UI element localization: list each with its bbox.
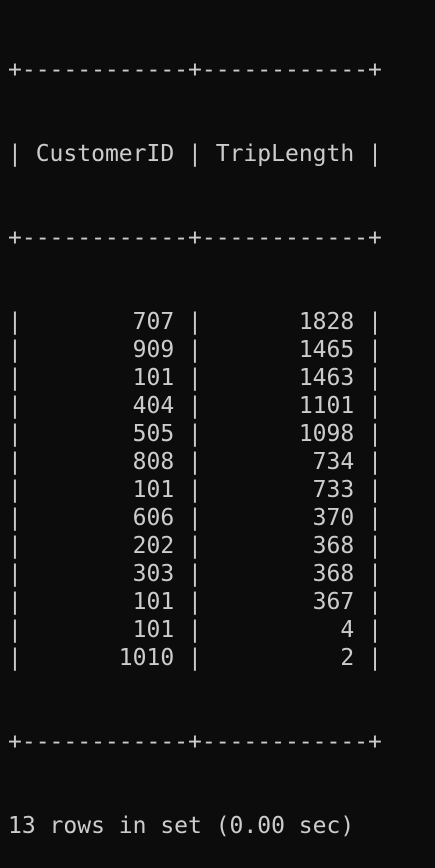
- cell-triplength: 2: [201, 645, 369, 671]
- table-pipe: |: [8, 449, 22, 475]
- cell-triplength: 1098: [201, 421, 369, 447]
- table-pipe: |: [368, 393, 382, 419]
- table-pipe: |: [188, 505, 202, 531]
- table-row: | 101 | 367 |: [8, 588, 382, 616]
- table-row: | 101 | 733 |: [8, 476, 382, 504]
- table-pipe: |: [188, 365, 202, 391]
- table-pipe: |: [8, 561, 22, 587]
- table-pipe: |: [368, 561, 382, 587]
- table-pipe: |: [188, 141, 202, 167]
- table-pipe: |: [8, 337, 22, 363]
- table-row: | 303 | 368 |: [8, 560, 382, 588]
- cell-triplength: 1463: [201, 365, 369, 391]
- cell-triplength: 4: [201, 617, 369, 643]
- cell-triplength: 1828: [201, 309, 369, 335]
- table-pipe: |: [8, 645, 22, 671]
- table-pipe: |: [368, 477, 382, 503]
- cell-customerid: 909: [21, 337, 189, 363]
- cell-triplength: 367: [201, 589, 369, 615]
- table-pipe: |: [188, 589, 202, 615]
- table-header-row: | CustomerID | TripLength |: [8, 140, 382, 168]
- table-pipe: |: [188, 645, 202, 671]
- table-pipe: |: [8, 421, 22, 447]
- table-row: | 606 | 370 |: [8, 504, 382, 532]
- table-row: | 1010 | 2 |: [8, 644, 382, 672]
- table-row: | 909 | 1465 |: [8, 336, 382, 364]
- query-status: 13 rows in set (0.00 sec): [8, 813, 355, 839]
- table-pipe: |: [188, 477, 202, 503]
- cell-customerid: 505: [21, 421, 189, 447]
- table-pipe: |: [368, 645, 382, 671]
- cell-triplength: 1465: [201, 337, 369, 363]
- cell-triplength: 368: [201, 533, 369, 559]
- table-pipe: |: [8, 533, 22, 559]
- table-pipe: |: [8, 589, 22, 615]
- table-pipe: |: [188, 393, 202, 419]
- table-pipe: |: [8, 505, 22, 531]
- table-body: | 707 | 1828 | | 909 | 1465 | | 101 | 1463…: [8, 308, 382, 672]
- cell-customerid: 606: [21, 505, 189, 531]
- table-pipe: |: [8, 617, 22, 643]
- cell-triplength: 734: [201, 449, 369, 475]
- terminal-output: +------------+------------+ | CustomerID…: [8, 0, 382, 868]
- table-pipe: |: [188, 309, 202, 335]
- table-bottom-border: +------------+------------+: [8, 729, 382, 755]
- table-pipe: |: [8, 141, 22, 167]
- cell-triplength: 733: [201, 477, 369, 503]
- cell-customerid: 101: [21, 365, 189, 391]
- table-pipe: |: [8, 365, 22, 391]
- table-top-border: +------------+------------+: [8, 57, 382, 83]
- table-pipe: |: [368, 589, 382, 615]
- table-pipe: |: [188, 617, 202, 643]
- cell-customerid: 404: [21, 393, 189, 419]
- cell-customerid: 101: [21, 477, 189, 503]
- table-row: | 404 | 1101 |: [8, 392, 382, 420]
- cell-triplength: 370: [201, 505, 369, 531]
- table-pipe: |: [368, 533, 382, 559]
- table-row: | 101 | 4 |: [8, 616, 382, 644]
- cell-customerid: 202: [21, 533, 189, 559]
- table-row: | 505 | 1098 |: [8, 420, 382, 448]
- table-pipe: |: [368, 449, 382, 475]
- table-row: | 707 | 1828 |: [8, 308, 382, 336]
- table-pipe: |: [188, 561, 202, 587]
- table-pipe: |: [368, 309, 382, 335]
- table-pipe: |: [368, 617, 382, 643]
- column-header-triplength: TripLength: [201, 141, 369, 167]
- table-pipe: |: [8, 477, 22, 503]
- table-pipe: |: [8, 309, 22, 335]
- table-pipe: |: [368, 141, 382, 167]
- table-pipe: |: [368, 337, 382, 363]
- column-header-customerid: CustomerID: [21, 141, 189, 167]
- cell-customerid: 1010: [21, 645, 189, 671]
- table-pipe: |: [188, 337, 202, 363]
- cell-customerid: 303: [21, 561, 189, 587]
- cell-customerid: 101: [21, 589, 189, 615]
- cell-customerid: 707: [21, 309, 189, 335]
- table-row: | 101 | 1463 |: [8, 364, 382, 392]
- table-pipe: |: [188, 421, 202, 447]
- table-pipe: |: [188, 533, 202, 559]
- table-pipe: |: [368, 505, 382, 531]
- cell-customerid: 808: [21, 449, 189, 475]
- table-row: | 202 | 368 |: [8, 532, 382, 560]
- table-pipe: |: [8, 393, 22, 419]
- table-pipe: |: [188, 449, 202, 475]
- table-pipe: |: [368, 421, 382, 447]
- cell-triplength: 1101: [201, 393, 369, 419]
- table-header-border: +------------+------------+: [8, 225, 382, 251]
- table-row: | 808 | 734 |: [8, 448, 382, 476]
- table-pipe: |: [368, 365, 382, 391]
- cell-customerid: 101: [21, 617, 189, 643]
- cell-triplength: 368: [201, 561, 369, 587]
